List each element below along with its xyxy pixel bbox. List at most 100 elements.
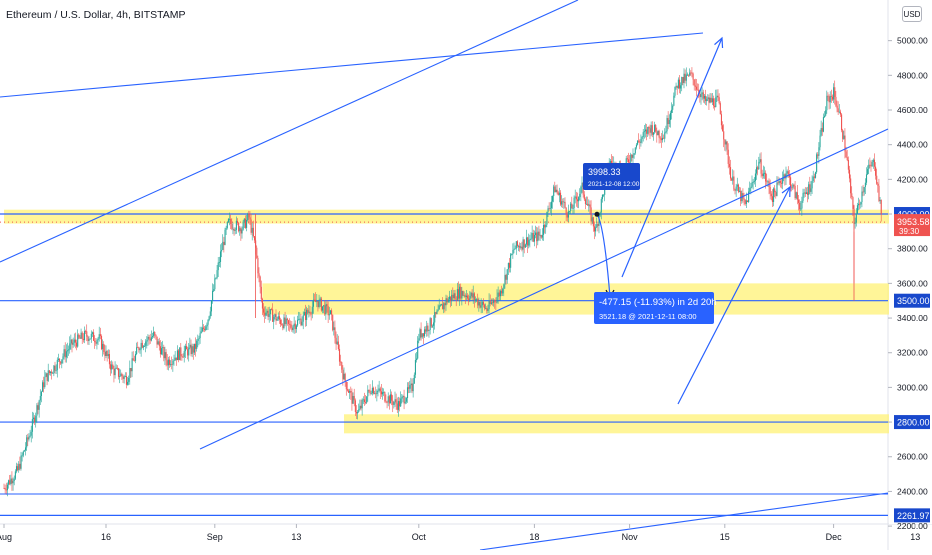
candle [22, 451, 24, 456]
candle [574, 196, 576, 198]
candle [280, 319, 282, 325]
candle [293, 323, 295, 327]
candle [439, 305, 441, 307]
candle [161, 348, 163, 355]
candle [865, 174, 868, 183]
level-badge-label: 2261.97 [897, 511, 930, 521]
candle [314, 299, 316, 301]
candle [859, 203, 861, 205]
candle [490, 302, 492, 304]
candle [114, 368, 116, 376]
candle [541, 234, 543, 238]
candle [797, 199, 800, 203]
candle [830, 95, 832, 97]
time-axis: Aug16Sep13Oct18Nov15Dec13202217Feb [0, 524, 920, 542]
candle [63, 349, 65, 357]
currency-button[interactable]: USD [902, 6, 922, 22]
candle [73, 339, 75, 343]
candle [226, 221, 228, 228]
candle [273, 316, 275, 322]
candle [595, 227, 597, 232]
candle [181, 356, 183, 358]
candle [448, 296, 450, 300]
candle [267, 310, 269, 317]
candle [310, 313, 312, 315]
candle [277, 316, 279, 319]
candle [18, 463, 20, 471]
candle [223, 241, 225, 245]
candle [263, 308, 265, 313]
candle [185, 346, 188, 350]
candle [95, 342, 97, 344]
candle [783, 174, 785, 179]
candle [402, 395, 404, 397]
candle [250, 219, 252, 233]
candle [403, 395, 405, 404]
candle [652, 132, 654, 135]
candle [843, 135, 845, 139]
candle [119, 376, 121, 378]
candle [664, 132, 666, 139]
candle [578, 197, 580, 202]
candle [38, 400, 40, 410]
candle [655, 124, 657, 132]
candle [20, 455, 22, 469]
candle [850, 178, 852, 194]
candle [876, 175, 878, 184]
candle [117, 368, 120, 377]
candle [780, 182, 783, 184]
candle [137, 347, 139, 349]
candle [134, 354, 137, 361]
candle [732, 176, 734, 181]
candle [580, 186, 582, 194]
candle [762, 173, 764, 177]
price-axis: 2200.00 2400.00 2600.00 2800.00 3000.00 3200.… [888, 0, 932, 531]
candle [149, 338, 151, 341]
candle [498, 292, 500, 297]
candle [846, 157, 848, 160]
y-tick-label: 2600.00 [897, 452, 928, 462]
candle [742, 193, 744, 199]
price-axis-bg [889, 0, 932, 524]
candle [399, 401, 401, 407]
candle [609, 160, 611, 164]
candle [875, 166, 877, 176]
candle [663, 137, 665, 139]
candle [631, 154, 633, 158]
candle [485, 308, 487, 309]
x-tick-label: Oct [412, 532, 427, 542]
candle [529, 239, 531, 241]
candle [867, 169, 869, 175]
candle [303, 312, 305, 316]
candle [360, 405, 362, 409]
candle [532, 233, 534, 242]
candle [15, 466, 18, 472]
candle [824, 115, 826, 118]
candle [251, 227, 253, 233]
candle [820, 128, 822, 136]
candle [530, 238, 532, 240]
candle [722, 125, 724, 132]
candle [26, 437, 28, 448]
candle [871, 161, 873, 167]
candle [472, 293, 474, 298]
candle [440, 304, 443, 306]
candle [309, 311, 311, 314]
candle [507, 262, 509, 270]
candle [835, 96, 837, 106]
candle [817, 154, 819, 156]
candle [68, 349, 70, 351]
candle [410, 383, 412, 386]
candle [190, 344, 192, 355]
candle [142, 346, 144, 348]
candle [524, 244, 526, 248]
candle [192, 346, 194, 353]
candle [51, 371, 53, 374]
candle [736, 184, 738, 187]
candle [673, 95, 675, 106]
candle [735, 186, 737, 191]
candle [692, 73, 694, 80]
candle [855, 213, 857, 223]
